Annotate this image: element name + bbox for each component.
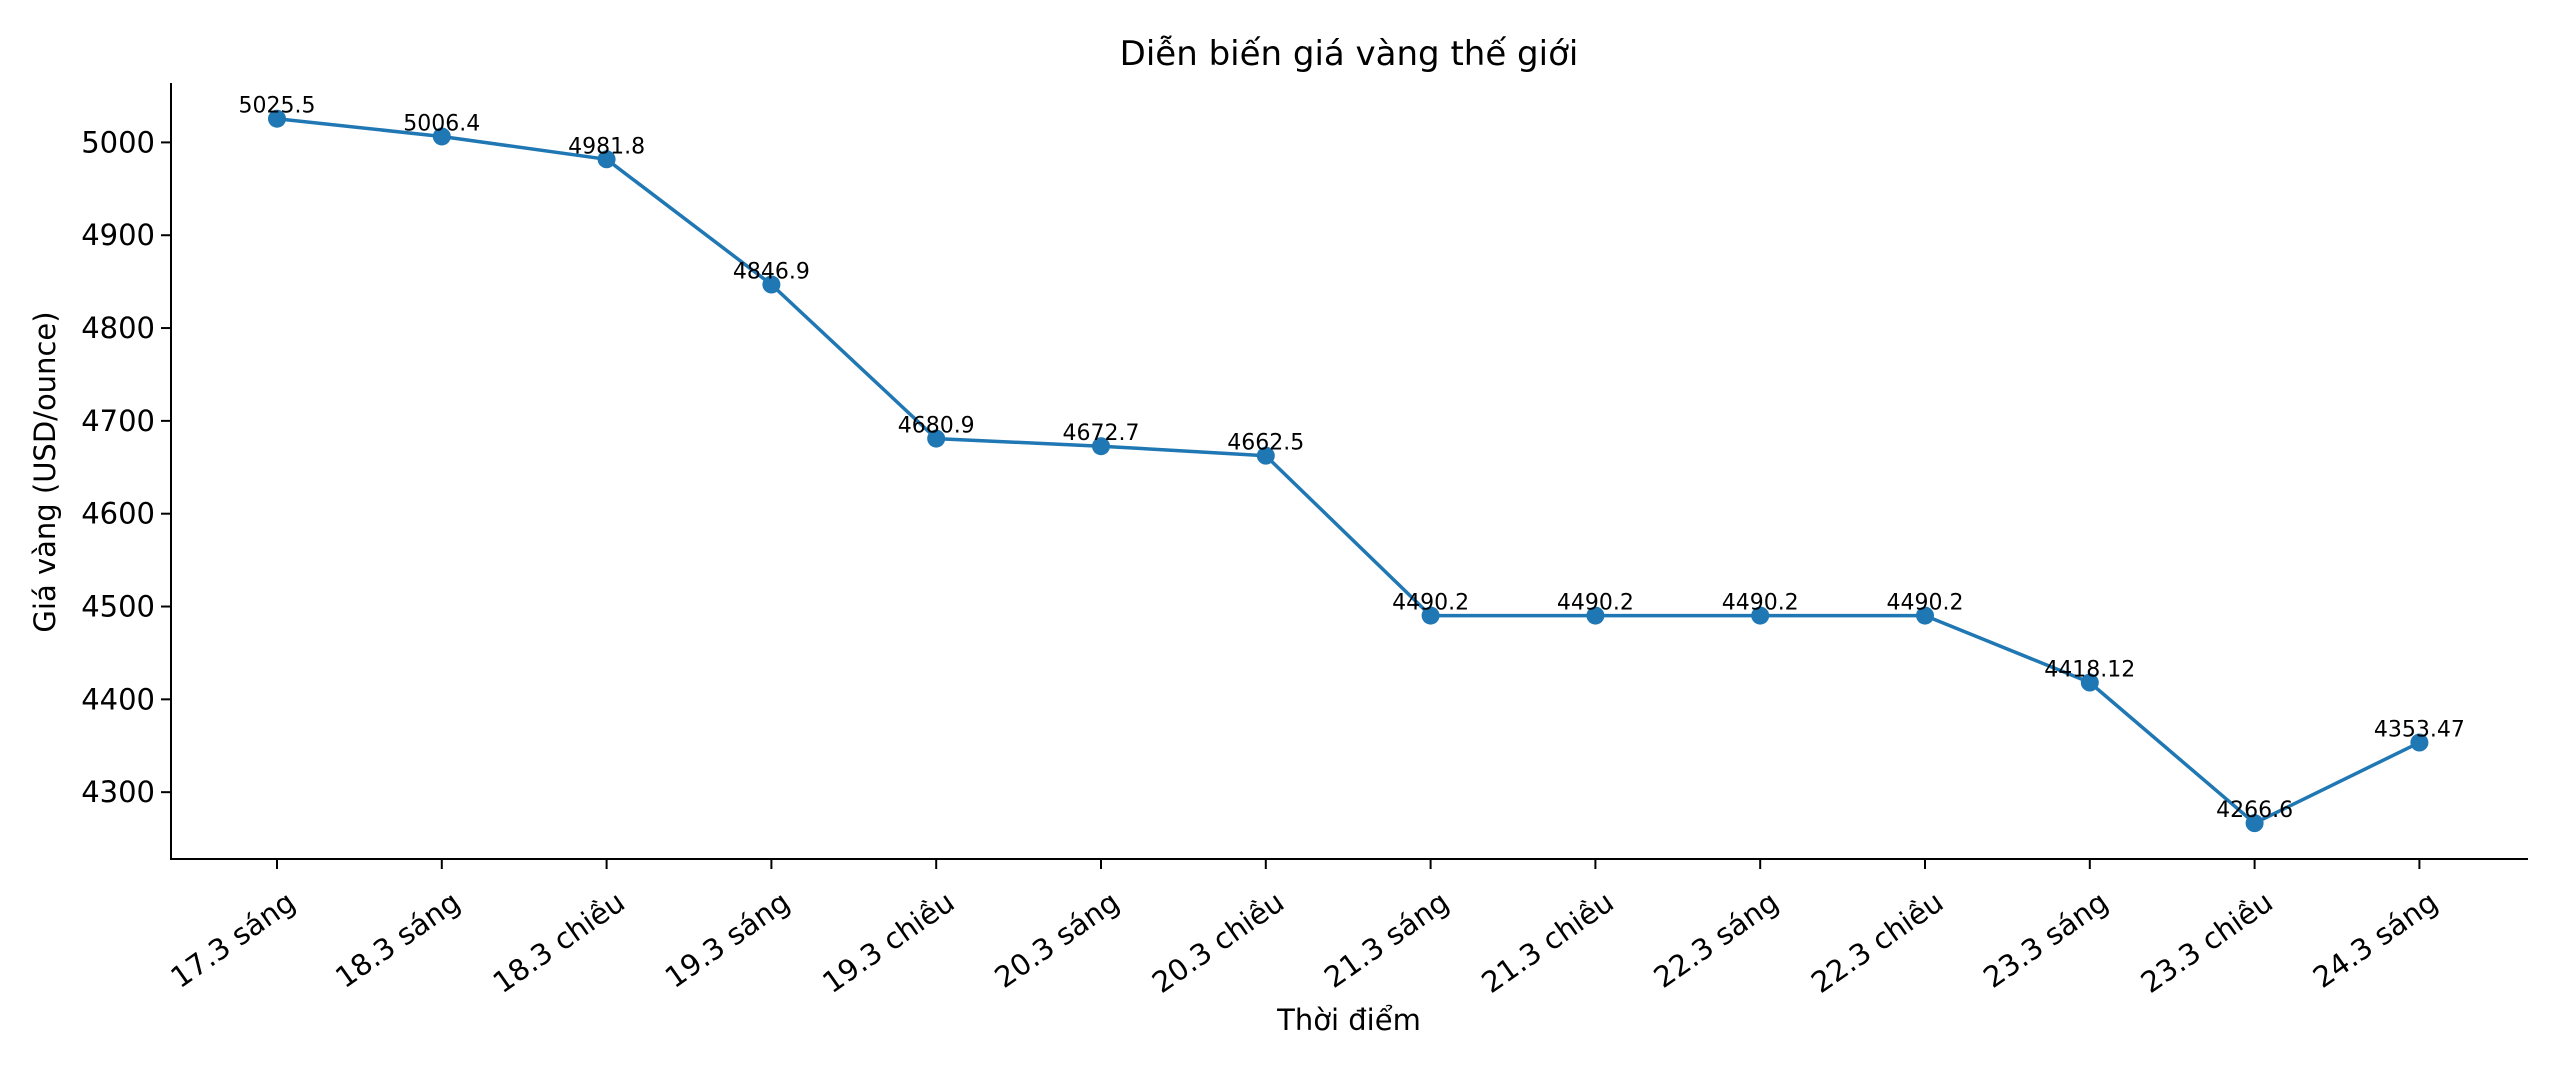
- data-point: [927, 429, 946, 448]
- x-tick-label: 22.3 chiều: [1805, 885, 1949, 1000]
- data-label: 4353.47: [2374, 718, 2465, 743]
- x-tick-label: 24.3 sáng: [2307, 885, 2444, 995]
- x-tick-label: 22.3 sáng: [1648, 885, 1785, 995]
- data-point: [1916, 606, 1934, 625]
- y-tick-label: 4700: [81, 404, 155, 438]
- x-tick-label: 21.3 sáng: [1318, 885, 1455, 995]
- x-tick-label: 19.3 sáng: [659, 885, 796, 995]
- data-label: 5006.4: [403, 111, 480, 136]
- data-label: 4418.12: [2044, 658, 2135, 683]
- x-tick-label: 21.3 chiều: [1475, 885, 1619, 1000]
- data-label: 4266.6: [2216, 798, 2293, 823]
- data-point: [432, 127, 451, 146]
- x-axis-ticks: 17.3 sáng 18.3 sáng 18.3 chiều 19.3 sáng 19.…: [164, 859, 2444, 1000]
- chart-title: Diễn biến giá vàng thế giới: [1120, 34, 1579, 74]
- series-line: [276, 116, 2421, 825]
- data-label: 4490.2: [1722, 591, 1799, 616]
- x-tick-label: 18.3 chiều: [487, 885, 631, 1000]
- y-tick-label: 4500: [81, 590, 155, 624]
- y-tick-label: 5000: [81, 125, 155, 159]
- x-tick-label: 18.3 sáng: [329, 885, 466, 995]
- x-tick-label: 23.3 sáng: [1977, 885, 2114, 995]
- data-point: [1421, 606, 1440, 625]
- data-point: [1586, 606, 1605, 625]
- data-label: 4680.9: [898, 414, 975, 439]
- x-tick-label: 20.3 chiều: [1146, 885, 1290, 1000]
- y-tick-label: 4900: [81, 218, 155, 252]
- data-label: 4662.5: [1227, 431, 1304, 456]
- data-point: [2080, 673, 2099, 692]
- data-label: 5025.5: [239, 94, 316, 119]
- x-tick-label: 17.3 sáng: [164, 885, 301, 995]
- data-point: [1751, 606, 1770, 625]
- data-point: [2410, 733, 2429, 752]
- y-tick-label: 4800: [81, 311, 155, 345]
- data-point: [762, 275, 781, 294]
- y-axis-label: Giá vàng (USD/ounce): [28, 311, 62, 632]
- y-axis-ticks: 4300 4400 4500 4600 4700 4800 4900 5000: [81, 125, 171, 809]
- data-point: [2245, 814, 2264, 833]
- y-tick-label: 4300: [81, 775, 155, 809]
- y-tick-label: 4600: [81, 497, 155, 531]
- data-label: 4981.8: [568, 134, 645, 159]
- data-label: 4490.2: [1887, 591, 1964, 616]
- data-point: [597, 150, 616, 169]
- data-label: 4490.2: [1557, 591, 1634, 616]
- data-point: [1256, 446, 1275, 465]
- x-tick-label: 23.3 chiều: [2135, 885, 2279, 1000]
- data-point: [268, 109, 286, 128]
- y-tick-label: 4400: [81, 682, 155, 716]
- data-label: 4846.9: [733, 260, 810, 285]
- data-point: [1092, 437, 1110, 456]
- x-tick-label: 20.3 sáng: [988, 885, 1125, 995]
- x-tick-label: 19.3 chiều: [816, 885, 960, 1000]
- data-label: 4672.7: [1063, 421, 1140, 446]
- x-axis-label: Thời điểm: [1276, 1003, 1421, 1037]
- data-label: 4490.2: [1392, 591, 1469, 616]
- series-group: 5025.5 5006.4 4981.8 4846.9 4680.9 4672.7 4662…: [239, 94, 2465, 833]
